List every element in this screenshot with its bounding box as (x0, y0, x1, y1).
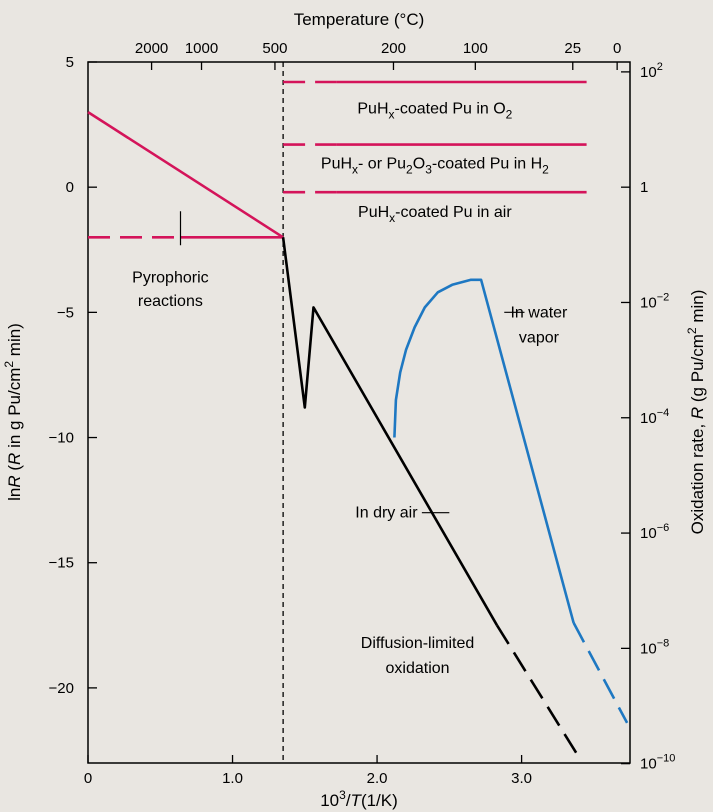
label-water-line-0: In water (510, 304, 568, 321)
top-tick-label-0: 2000 (135, 40, 168, 57)
series-water_vapor-segment-1 (572, 622, 629, 724)
y-tick-label-2: −5 (57, 304, 74, 321)
plot-frame (87, 61, 631, 764)
label-dry-line-0: In dry air (355, 505, 418, 522)
right-tick-label-6: 10−10 (640, 753, 675, 773)
x-tick-label-1: 1.0 (222, 770, 243, 787)
x-tick-label-0: 0 (84, 770, 92, 787)
y-tick-label-1: 0 (66, 179, 74, 196)
label-diffusion-line-1: oxidation (386, 660, 450, 677)
series-dry_air-segment-0 (281, 237, 499, 626)
left-axis-title: lnR (R in g Pu/cm2 min) (2, 323, 24, 501)
label-water-line-1: vapor (519, 329, 560, 346)
y-tick-label-5: −20 (49, 680, 74, 697)
top-tick-label-3: 200 (381, 40, 406, 57)
label-pyro-line-0: Pyrophoric (132, 269, 208, 286)
top-tick-label-4: 100 (463, 40, 488, 57)
right-axis-title: Oxidation rate, R (g Pu/cm2 min) (685, 290, 707, 535)
right-tick-label-1: 1 (640, 179, 648, 196)
top-tick-label-1: 1000 (185, 40, 218, 57)
right-tick-label-5: 10−8 (640, 637, 669, 657)
y-tick-label-3: −10 (49, 430, 74, 447)
top-tick-label-6: 0 (613, 40, 621, 57)
right-tick-label-3: 10−4 (640, 407, 669, 427)
top-axis-title: Temperature (°C) (294, 10, 425, 29)
annotation-layer: PuHx-coated Pu in O2 PuHx- or Pu2O3-coate… (132, 100, 568, 677)
right-tick-label-4: 10−6 (640, 522, 669, 542)
top-tick-label-2: 500 (262, 40, 287, 57)
label-o2: PuHx-coated Pu in O2 (357, 100, 512, 121)
right-tick-label-0: 102 (640, 61, 663, 81)
x-tick-label-2: 2.0 (367, 770, 388, 787)
label-diffusion-line-0: Diffusion-limited (361, 635, 475, 652)
series-dry_air-segment-1 (495, 624, 581, 759)
right-tick-label-2: 10−2 (640, 291, 669, 311)
y-tick-label-0: 5 (66, 54, 74, 71)
y-tick-label-4: −15 (49, 555, 74, 572)
series-water_vapor-segment-0 (393, 278, 575, 624)
series-layer (87, 80, 629, 759)
label-h2: PuHx- or Pu2O3-coated Pu in H2 (321, 155, 549, 176)
x-axis-title: 103/T(1/K) (320, 788, 398, 810)
series-pyro_slope-segment-0 (87, 111, 284, 239)
x-tick-label-3: 3.0 (511, 770, 532, 787)
label-air: PuHx-coated Pu in air (358, 204, 512, 225)
label-pyro-line-1: reactions (138, 293, 203, 310)
top-tick-label-5: 25 (564, 40, 581, 57)
